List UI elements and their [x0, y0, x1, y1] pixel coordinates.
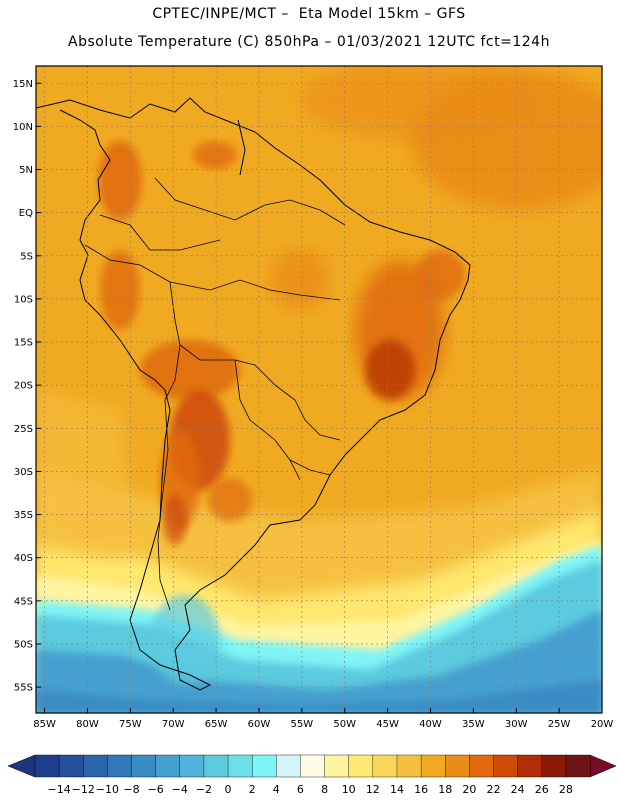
colorbar-label: 4	[273, 783, 280, 796]
colorbar-swatch	[58, 754, 84, 778]
colorbar-swatch	[83, 754, 108, 778]
colorbar-label: 12	[366, 783, 380, 796]
colorbar-label: 24	[511, 783, 525, 796]
colorbar-swatch	[227, 754, 253, 778]
lat-tick-label: 5N	[19, 165, 33, 176]
colorbar-swatch	[517, 754, 543, 778]
colorbar-swatch	[34, 754, 60, 778]
lat-tick-label: 25S	[14, 424, 33, 435]
map-gridlines	[36, 66, 603, 713]
lat-tick-label: 45S	[14, 596, 33, 607]
colorbar-label: −4	[172, 783, 188, 796]
colorbar-swatch	[493, 754, 519, 778]
lat-tick-label: 40S	[14, 553, 33, 564]
colorbar-swatch	[372, 754, 398, 778]
lon-tick-label: 75W	[119, 719, 142, 730]
lat-tick-label: 20S	[14, 381, 33, 392]
colorbar-label: 18	[438, 783, 452, 796]
lon-tick-label: 35W	[462, 719, 485, 730]
colorbar-label: 10	[342, 783, 356, 796]
lon-tick-label: 25W	[548, 719, 571, 730]
colorbar-swatch	[541, 754, 567, 778]
lat-tick-label: 50S	[14, 639, 33, 650]
chart-title-line1: CPTEC/INPE/MCT – Eta Model 15km – GFS	[152, 6, 466, 22]
lon-tick-label: 65W	[205, 719, 228, 730]
lat-tick-label: 15S	[14, 338, 33, 349]
colorbar-swatch	[276, 754, 301, 778]
colorbar-label: 16	[414, 783, 428, 796]
colorbar-label: 20	[462, 783, 476, 796]
colorbar-label: 8	[321, 783, 328, 796]
colorbar-swatch	[251, 754, 277, 778]
lat-tick-label: 10N	[13, 122, 33, 133]
colorbar-label: 14	[390, 783, 404, 796]
colorbar-swatch	[203, 754, 229, 778]
colorbar-label: −14	[48, 783, 71, 796]
colorbar-swatch	[300, 754, 326, 778]
lat-tick-label: 5S	[20, 251, 33, 262]
colorbar-swatch	[324, 754, 350, 778]
lat-tick-label: 35S	[14, 510, 33, 521]
colorbar-swatch	[469, 754, 494, 778]
colorbar-label: −10	[96, 783, 119, 796]
colorbar-label: −8	[123, 783, 139, 796]
lon-tick-label: 20W	[591, 719, 614, 730]
colorbar-swatch	[155, 754, 181, 778]
lon-tick-label: 85W	[33, 719, 56, 730]
colorbar-labels: −14 −12 −10 −8 −6 −4 −2 0 2 4 6 8 10 12 14 16 18 20 22 24 26…	[48, 783, 573, 796]
colorbar-swatch	[179, 754, 205, 778]
colorbar-high-arrow	[589, 754, 617, 778]
colorbar	[7, 754, 617, 778]
colorbar-swatch	[348, 754, 374, 778]
colorbar-label: 28	[559, 783, 573, 796]
colorbar-label: 0	[225, 783, 232, 796]
lon-tick-label: 50W	[333, 719, 356, 730]
temperature-field	[36, 66, 602, 713]
lat-tick-label: 30S	[14, 467, 33, 478]
coastline-overlay	[36, 97, 471, 691]
country-borders	[84, 177, 346, 611]
lon-tick-label: 80W	[76, 719, 99, 730]
colorbar-label: 6	[297, 783, 304, 796]
colorbar-swatch	[396, 754, 422, 778]
lon-tick-label: 60W	[248, 719, 271, 730]
map-frame	[35, 65, 603, 714]
colorbar-label: 2	[249, 783, 256, 796]
colorbar-swatch	[107, 754, 133, 778]
chart-title-line2: Absolute Temperature (C) 850hPa – 01/03/…	[68, 34, 550, 50]
colorbar-swatch	[565, 754, 591, 778]
lon-tick-label: 45W	[376, 719, 399, 730]
colorbar-label: −12	[72, 783, 95, 796]
lon-tick-label: 55W	[291, 719, 314, 730]
colorbar-swatch	[131, 754, 157, 778]
lat-tick-label: 10S	[14, 294, 33, 305]
lat-tick-label: 15N	[13, 79, 33, 90]
latitude-axis: 15N 10N 5N EQ 5S 10S 15S 20S 25S 30S 35S 40S 45S 50S 5…	[13, 79, 41, 694]
longitude-axis: 85W 80W 75W 70W 65W 60W 55W 50W 45W 40W 35W 30W 25W 2…	[33, 708, 613, 730]
colorbar-swatch	[420, 754, 446, 778]
lat-tick-label: 55S	[14, 683, 33, 694]
colorbar-label: 22	[486, 783, 500, 796]
colorbar-low-arrow	[7, 754, 36, 778]
lon-tick-label: 30W	[505, 719, 528, 730]
lon-tick-label: 40W	[419, 719, 442, 730]
colorbar-swatch	[445, 754, 470, 778]
colorbar-label: −6	[148, 783, 164, 796]
lat-tick-label: EQ	[19, 208, 33, 219]
colorbar-label: −2	[196, 783, 212, 796]
lon-tick-label: 70W	[162, 719, 185, 730]
colorbar-label: 26	[535, 783, 549, 796]
